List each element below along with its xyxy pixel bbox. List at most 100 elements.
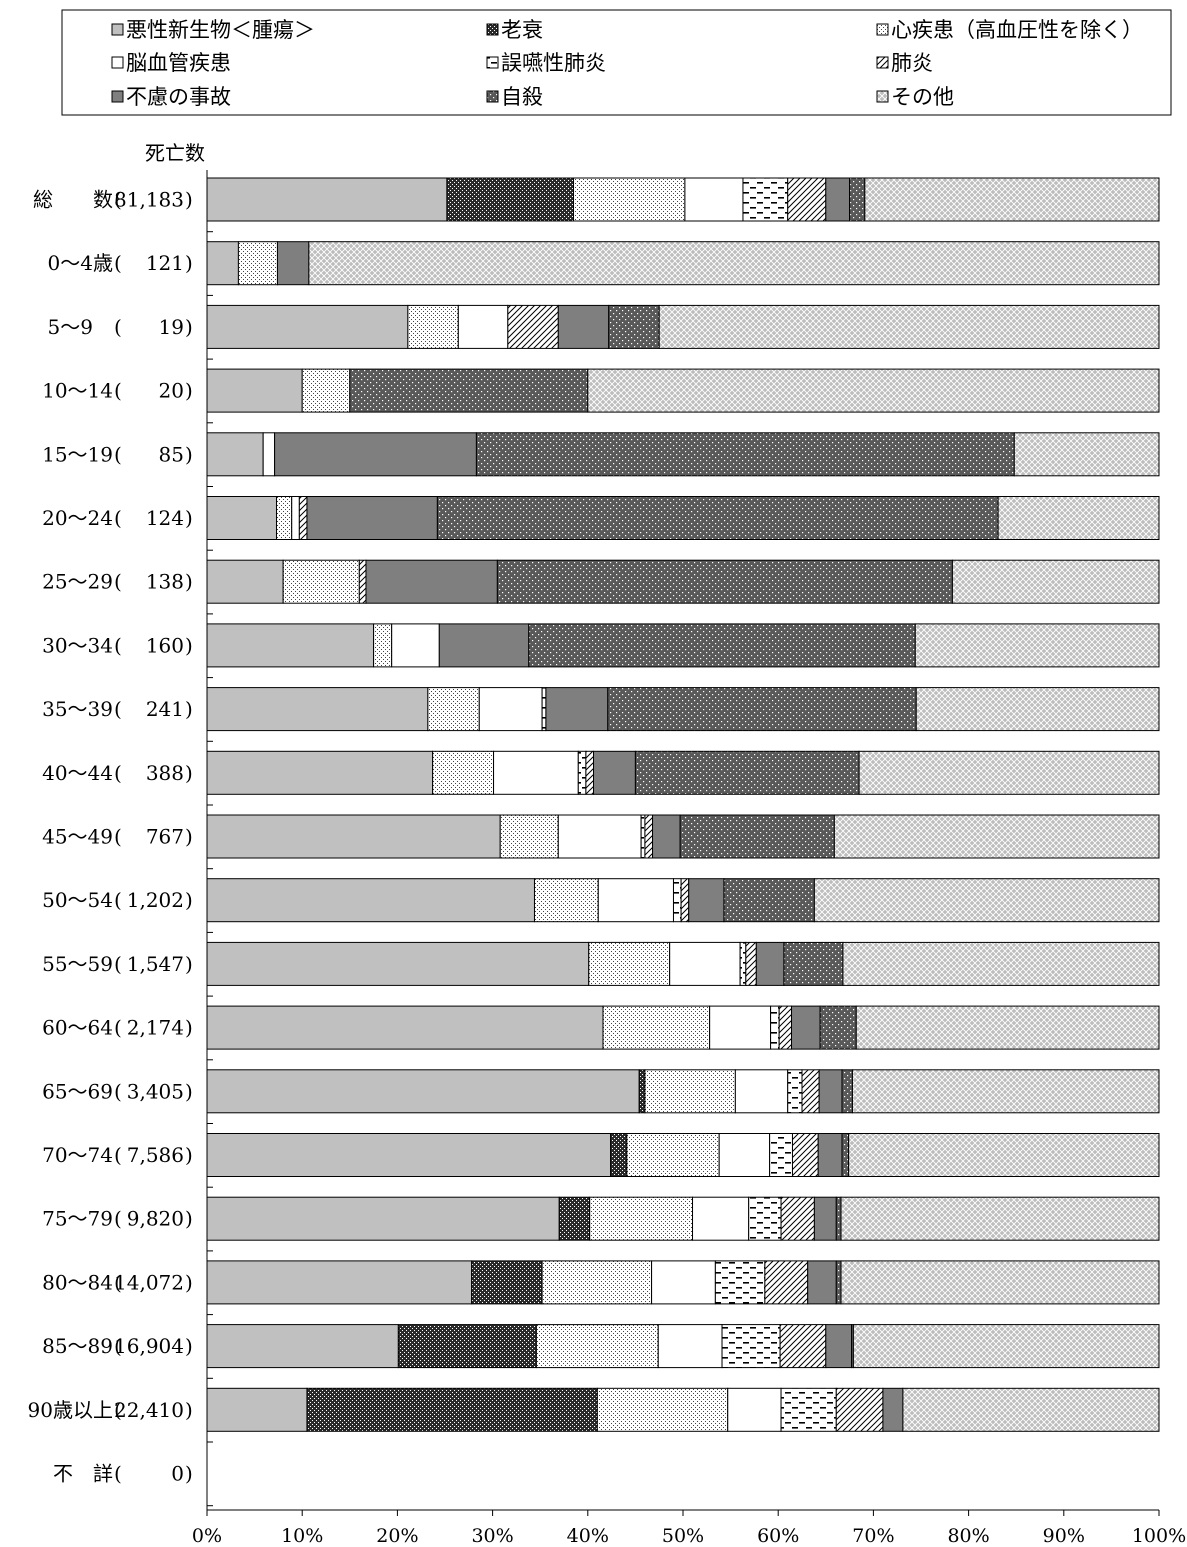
category-open-paren: ( (114, 1079, 122, 1103)
category-count: 1,547 (127, 952, 184, 976)
bar-segment (787, 1069, 803, 1114)
bar-segment (835, 1260, 842, 1305)
bar-segment (206, 1133, 612, 1177)
bar-segment (778, 1005, 793, 1050)
category-open-paren: ( (114, 506, 122, 530)
bar-segment (206, 368, 303, 413)
category-label: 0～4歳 (48, 251, 113, 275)
bar-segment (721, 1324, 781, 1369)
category-close-paren: ) (185, 251, 193, 275)
category-label: 85～89 (42, 1334, 113, 1358)
category-label: 90歳以上 (28, 1398, 113, 1422)
category-label: 25～29 (42, 570, 113, 594)
legend-item: その他 (876, 85, 954, 109)
bar-segment (742, 177, 789, 222)
category-open-paren: ( (114, 570, 122, 594)
bar-row (206, 878, 1160, 923)
bar-segment (734, 1069, 789, 1114)
category-close-paren: ) (185, 506, 193, 530)
category-label: 55～59 (42, 952, 113, 976)
bar-segment (432, 750, 495, 795)
bar-segment (610, 1133, 628, 1177)
legend-label: 誤嚥性肺炎 (501, 51, 606, 75)
bar-segment (557, 814, 642, 859)
bar-segment (535, 1324, 659, 1369)
legend-label: 自殺 (501, 85, 543, 109)
category-count: 121 (146, 251, 184, 275)
bar-segment (206, 941, 590, 986)
category-close-paren: ) (185, 1079, 193, 1103)
legend-swatch (486, 23, 499, 36)
bar-segment (573, 177, 686, 222)
category-close-paren: ) (185, 442, 193, 466)
bar-segment (849, 177, 866, 222)
x-tick-label: 80% (947, 1525, 989, 1547)
category-close-paren: ) (185, 1270, 193, 1294)
bar-segment (585, 750, 595, 795)
x-tick-label: 70% (852, 1525, 894, 1547)
bar-segment (842, 941, 1160, 986)
bar-segment (206, 1324, 399, 1369)
bar-segment (657, 1324, 723, 1369)
bar-segment (770, 1005, 780, 1050)
legend-swatch (876, 90, 889, 103)
bar-segment (478, 687, 543, 732)
bar-segment (780, 1387, 837, 1432)
category-close-paren: ) (185, 379, 193, 403)
bar-segment (558, 1196, 591, 1241)
x-tick-label: 60% (757, 1525, 799, 1547)
bar-row (206, 432, 1160, 477)
bar-segment (739, 941, 747, 986)
bar-row (206, 814, 1160, 859)
bar-segment (496, 559, 953, 604)
x-tick-label: 50% (662, 1525, 704, 1547)
legend-box (61, 9, 1172, 116)
bar-segment (835, 1196, 842, 1241)
category-open-paren: ( (114, 952, 122, 976)
bar-segment (813, 878, 1160, 923)
bar-segment (914, 623, 1160, 668)
category-close-paren: ) (185, 952, 193, 976)
category-close-paren: ) (185, 1334, 193, 1358)
category-label: 50～54 (42, 888, 113, 912)
bar-segment (651, 1260, 716, 1305)
bar-segment (672, 878, 682, 923)
bar-segment (206, 687, 429, 732)
bar-segment (840, 1260, 1160, 1305)
bar-segment (841, 1133, 850, 1177)
bar-segment (589, 1196, 694, 1241)
x-tick-label: 0% (192, 1525, 222, 1547)
bar-segment (833, 814, 1160, 859)
bar-segment (709, 1005, 772, 1050)
bar-segment (499, 814, 559, 859)
category-label: 70～74 (42, 1143, 113, 1167)
category-open-paren: ( (114, 379, 122, 403)
bar-segment (397, 1324, 537, 1369)
bar-row (206, 941, 1160, 986)
bar-segment (533, 878, 599, 923)
category-close-paren: ) (185, 1143, 193, 1167)
category-count: 124 (146, 506, 184, 530)
category-count: 14,072 (114, 1270, 184, 1294)
category-count: 81,183 (114, 188, 184, 212)
bar-segment (607, 687, 917, 732)
category-label: 35～39 (42, 697, 113, 721)
bar-segment (634, 750, 860, 795)
bar-segment (638, 1069, 646, 1114)
bar-segment (825, 177, 851, 222)
category-count: 241 (146, 697, 184, 721)
bar-segment (471, 1260, 543, 1305)
bar-segment (684, 177, 744, 222)
bar-segment (997, 496, 1160, 540)
category-open-paren: ( (114, 697, 122, 721)
bars (206, 177, 1160, 1432)
bar-segment (475, 432, 1015, 477)
category-label: 65～69 (42, 1079, 113, 1103)
bar-segment (835, 1387, 884, 1432)
bar-segment (608, 304, 660, 349)
bar-segment (436, 496, 999, 540)
category-close-paren: ) (185, 315, 193, 339)
bar-segment (349, 368, 589, 413)
bar-row (206, 1196, 1160, 1241)
bar-segment (902, 1387, 1160, 1432)
